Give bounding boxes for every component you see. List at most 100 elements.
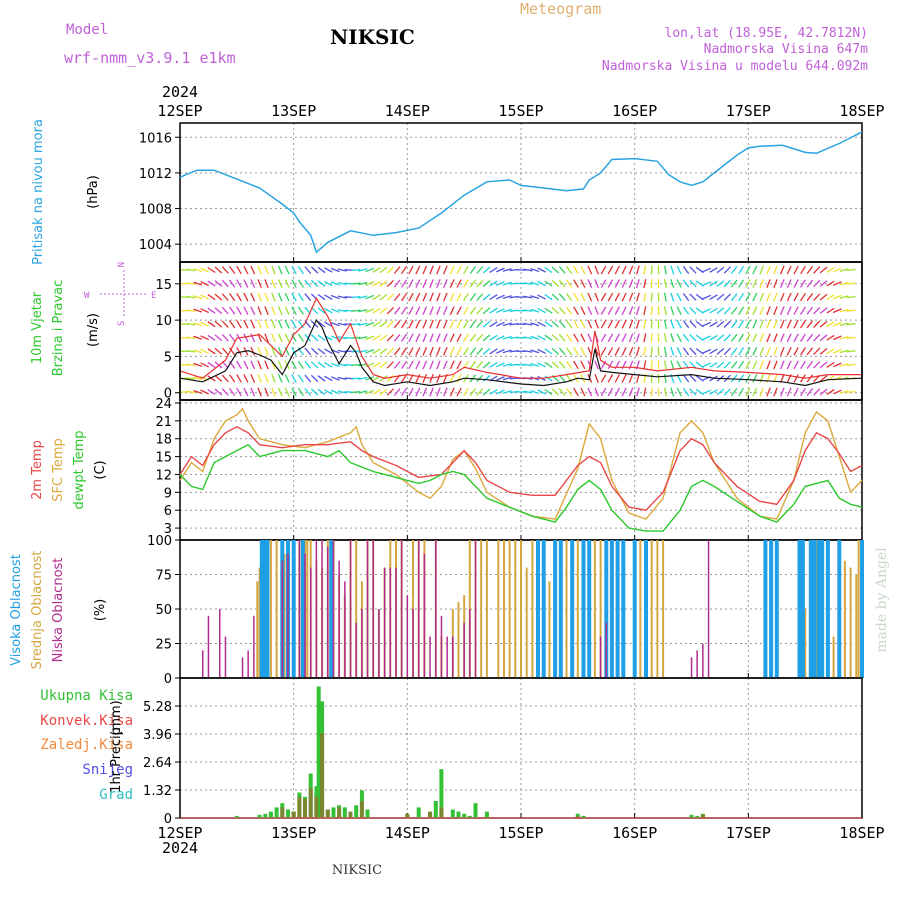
wind-arrow [304,388,312,396]
wind-arrow [207,266,216,274]
wind-arrow [337,390,347,394]
wind-arrow [358,295,368,299]
wind-arrow [358,281,368,286]
wind-arrow [228,347,236,356]
date-tick-top: 18SEP [839,102,884,120]
wind-arrow [502,376,512,381]
wind-arrow [496,294,505,300]
wind-arrow [819,320,828,328]
total-precip-bar [342,807,347,818]
wind-arrow [702,362,712,368]
wind-arrow [738,306,745,315]
wind-arrow [193,322,203,327]
wind-arrow [228,320,236,329]
wind-arrow [780,346,785,356]
wind-arrow [682,279,690,288]
wind-arrow [621,387,627,397]
wind-arrow [780,306,785,316]
wind-arrow [793,292,799,302]
wind-arrow [752,292,758,302]
wind-arrow [752,306,758,316]
wind-arrow [614,292,620,302]
wind-arrow [214,334,223,342]
wind-arrow [221,320,229,329]
wind-arrow [449,360,455,370]
wind-arrow [839,363,849,367]
y-tick-label: 0 [164,812,172,827]
wind-arrow [200,281,209,287]
high-cloud-bar [820,540,825,678]
wind-arrow [752,374,758,383]
date-tick-bottom: 15SEP [498,824,543,842]
wind-arrow [351,390,361,394]
wind-ylabel-unit: (m/s) [86,313,101,347]
wind-arrow [759,333,765,343]
wind-arrow [839,349,849,354]
wind-arrow [415,306,421,315]
wind-arrow [310,374,319,383]
wind-arrow [317,280,326,287]
wind-arrow [372,307,381,314]
total-precip-bar [467,815,472,818]
wind-arrow [372,294,381,300]
total-precip-bar [689,814,694,818]
wind-arrow [745,306,751,315]
wind-arrow [236,306,242,315]
wind-arrow [676,319,682,329]
wind-arrow [628,333,634,343]
wind-arrow [291,333,297,343]
wind-arrow [594,346,599,356]
wind-arrow [291,319,297,329]
wind-arrow [304,360,312,369]
wind-arrow [551,266,560,274]
pressure-ylabel-name: Pritisak na nivou mora [31,119,46,265]
wind-arrow [372,267,381,273]
wind-arrow [806,320,814,329]
wind-arrow [730,306,738,315]
low-cloud-bar [690,657,693,678]
wind-arrow [689,293,697,301]
wind-arrow [523,336,533,340]
high-cloud-bar [300,540,305,678]
y-tick-label: 3.96 [143,728,172,743]
wind-arrow [304,279,312,288]
wind-arrow [780,360,785,370]
wind-arrow [330,294,340,300]
wind-arrow [365,389,375,395]
wind-arrow [351,377,361,380]
wind-arrow [489,389,498,395]
wind-arrow [469,360,477,369]
wind-arrow [415,292,421,302]
wind-arrow [573,265,579,275]
wind-arrow [236,387,242,397]
wind-arrow [476,306,484,315]
wind-arrow [800,320,806,329]
wind-arrow [436,360,441,370]
total-precip-bar [695,815,700,818]
high-cloud-bar [587,540,592,678]
wind-arrow [537,348,546,354]
wind-arrow [291,387,297,397]
high-cloud-bar [774,540,779,678]
wind-arrow [277,346,283,356]
wind-arrow [449,374,455,383]
wind-arrow [819,347,828,355]
wind-arrow [551,320,560,328]
wind-arrow [469,306,477,315]
wind-arrow [689,320,697,328]
wind-arrow [594,265,599,275]
model-name: wrf-nmm_v3.9.1 e1km [64,49,236,67]
wind-arrow [780,319,785,329]
wind-arrow [264,279,269,288]
y-tick-label: 75 [155,569,172,584]
wind-arrow [565,293,573,302]
wind-arrow [304,293,312,302]
wind-arrow [271,374,276,383]
wind-arrow [436,387,441,397]
wind-arrow [766,333,771,343]
high-cloud-bar [329,540,334,678]
y-tick-label: 12 [155,468,172,483]
wind-arrow [709,280,718,287]
wind-arrow [745,292,751,302]
wind-arrow [476,293,484,301]
